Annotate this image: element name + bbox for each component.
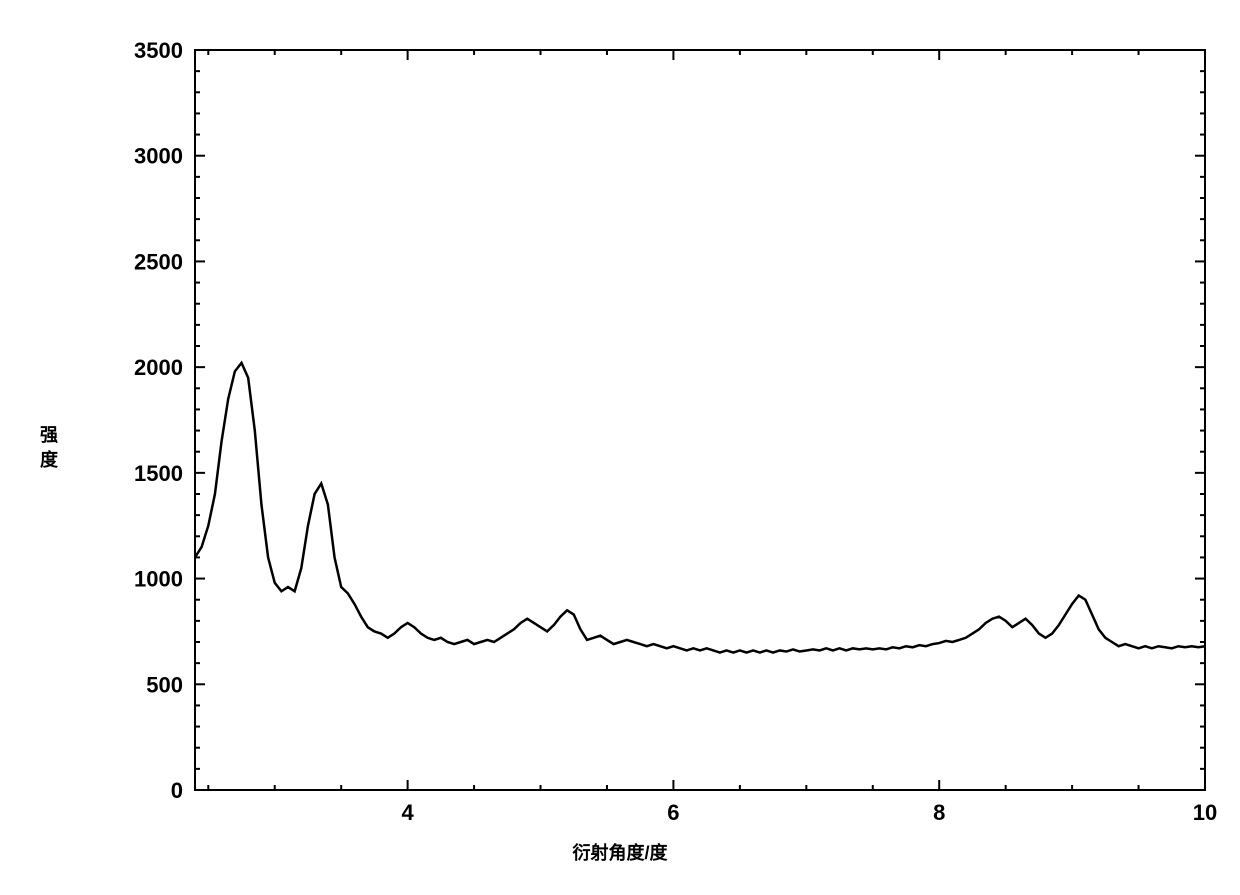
- svg-text:4: 4: [402, 800, 415, 825]
- svg-text:6: 6: [667, 800, 679, 825]
- svg-text:3500: 3500: [134, 38, 183, 63]
- xrd-chart: 强度 0 500 1000 1500 2000 2500 3000 3500 4 6 8 10 衍射角…: [20, 20, 1220, 875]
- svg-text:2000: 2000: [134, 355, 183, 380]
- svg-text:3000: 3000: [134, 144, 183, 169]
- svg-text:1500: 1500: [134, 461, 183, 486]
- svg-text:500: 500: [146, 672, 183, 697]
- x-axis-label: 衍射角度/度: [572, 839, 667, 865]
- svg-text:8: 8: [933, 800, 945, 825]
- svg-text:10: 10: [1193, 800, 1217, 825]
- y-axis-label: 强度: [40, 422, 58, 472]
- chart-svg: 0 500 1000 1500 2000 2500 3000 3500 4 6 8 10: [20, 20, 1220, 830]
- svg-text:2500: 2500: [134, 249, 183, 274]
- svg-text:1000: 1000: [134, 567, 183, 592]
- svg-text:0: 0: [171, 778, 183, 803]
